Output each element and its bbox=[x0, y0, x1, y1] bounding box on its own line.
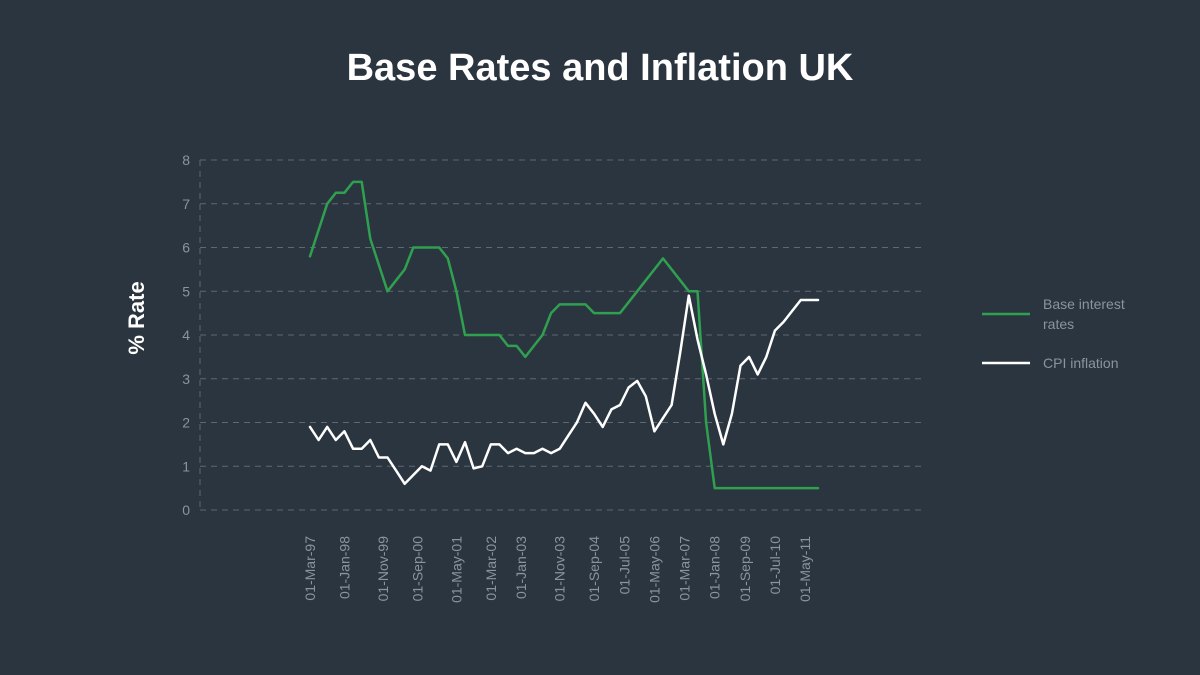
series-line-cpi-inflation bbox=[308, 294, 820, 486]
x-tick-labels: 01-Mar-97 01-Jan-98 01-Nov-99 01-Sep-00 01-M… bbox=[302, 536, 813, 603]
x-tick-label: 01-May-06 bbox=[646, 536, 662, 603]
x-tick-label: 01-Mar-02 bbox=[483, 536, 499, 601]
x-tick-label: 01-Jul-10 bbox=[767, 536, 783, 595]
y-tick-label: 5 bbox=[182, 283, 190, 299]
legend: Base interest rates CPI inflation bbox=[982, 296, 1125, 371]
chart-title: Base Rates and Inflation UK bbox=[347, 47, 854, 89]
series-line-base-interest-rates bbox=[308, 180, 820, 490]
y-tick-label: 8 bbox=[182, 152, 190, 168]
series-lines bbox=[308, 180, 820, 490]
x-tick-label: 01-Mar-07 bbox=[677, 536, 693, 601]
x-tick-label: 01-Nov-99 bbox=[375, 536, 391, 602]
y-tick-labels: 0 1 2 3 4 5 6 7 8 bbox=[182, 152, 190, 518]
legend-label: Base interest rates bbox=[1043, 296, 1125, 332]
x-tick-label: 01-Sep-00 bbox=[410, 536, 426, 602]
x-tick-label: 01-May-11 bbox=[797, 536, 813, 602]
x-tick-label: 01-May-01 bbox=[448, 536, 464, 603]
x-tick-label: 01-Nov-03 bbox=[552, 536, 568, 602]
legend-label: CPI inflation bbox=[1043, 355, 1118, 371]
y-tick-label: 7 bbox=[182, 196, 190, 212]
x-tick-label: 01-Sep-04 bbox=[586, 536, 602, 602]
y-tick-label: 0 bbox=[182, 502, 190, 518]
y-tick-label: 1 bbox=[182, 458, 190, 474]
x-tick-label: 01-Mar-97 bbox=[302, 536, 318, 601]
x-tick-label: 01-Sep-09 bbox=[737, 536, 753, 602]
y-tick-label: 3 bbox=[182, 371, 190, 387]
x-tick-label: 01-Jan-03 bbox=[513, 536, 529, 599]
y-tick-label: 6 bbox=[182, 240, 190, 256]
grid-lines bbox=[199, 159, 922, 511]
y-axis-label: % Rate bbox=[124, 281, 149, 354]
x-tick-label: 01-Jan-08 bbox=[707, 536, 723, 599]
x-tick-label: 01-Jul-05 bbox=[616, 536, 632, 595]
y-tick-label: 2 bbox=[182, 415, 190, 431]
x-tick-label: 01-Jan-98 bbox=[336, 536, 352, 599]
y-tick-label: 4 bbox=[182, 327, 190, 343]
